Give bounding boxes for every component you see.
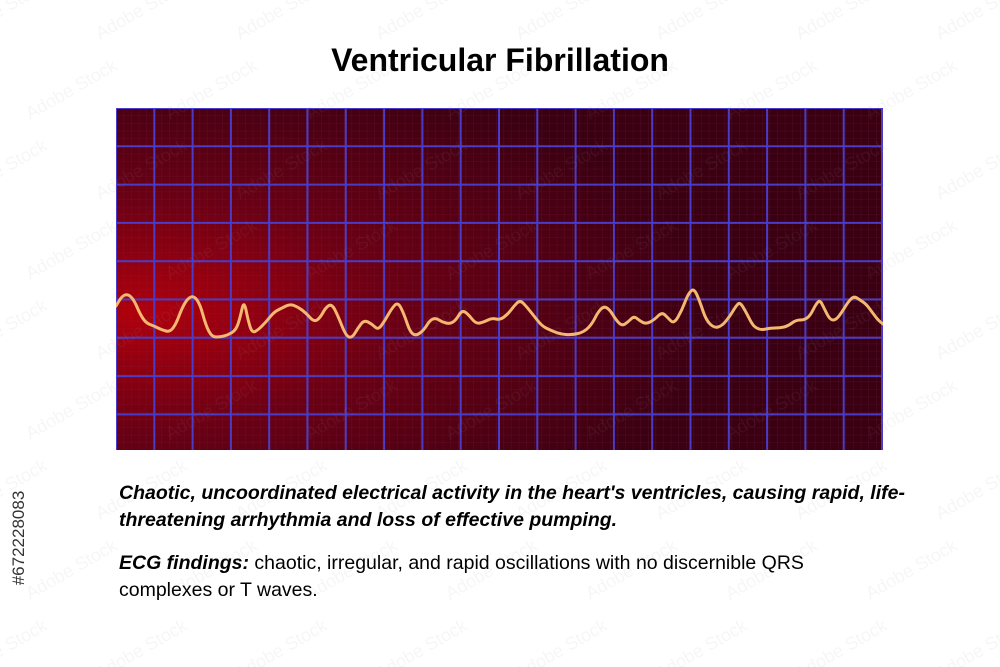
watermark-text: Adobe Stock	[232, 0, 331, 43]
ecg-findings-label: ECG findings:	[119, 552, 249, 574]
watermark-text: Adobe Stock	[512, 0, 611, 43]
watermark-text: Adobe Stock	[932, 615, 1000, 667]
ecg-trace	[116, 288, 883, 339]
watermark-text: Adobe Stock	[92, 0, 191, 43]
watermark-text: Adobe Stock	[22, 535, 121, 604]
watermark-text: Adobe Stock	[932, 295, 1000, 364]
watermark-text: Adobe Stock	[92, 615, 191, 667]
watermark-text: Adobe Stock	[932, 0, 1000, 43]
ecg-strip	[116, 108, 883, 450]
watermark-text: Adobe Stock	[22, 375, 121, 444]
ecg-findings-text: chaotic, irregular, and rapid oscillatio…	[119, 552, 804, 601]
watermark-text: Adobe Stock	[932, 455, 1000, 524]
stock-id-text: #672228083	[9, 490, 28, 585]
ecg-strip-graphic	[116, 108, 883, 450]
watermark-text: Adobe Stock	[652, 0, 751, 43]
watermark-text: Adobe Stock	[792, 615, 891, 667]
page-title: Ventricular Fibrillation	[331, 42, 669, 78]
watermark-text: Adobe Stock	[372, 0, 471, 43]
watermark-text: Adobe Stock	[0, 135, 51, 204]
watermark-text: Adobe Stock	[652, 615, 751, 667]
watermark-text: Adobe Stock	[792, 0, 891, 43]
watermark-text: Adobe Stock	[512, 615, 611, 667]
watermark-text: Adobe Stock	[0, 295, 51, 364]
watermark-text: Adobe Stock	[232, 615, 331, 667]
watermark-text: Adobe Stock	[22, 215, 121, 284]
ecg-major-grid	[116, 108, 883, 450]
ecg-findings: ECG findings: chaotic, irregular, and ra…	[119, 550, 879, 604]
watermark-text: Adobe Stock	[0, 0, 51, 43]
stock-id-label: #672228083	[6, 430, 32, 645]
watermark-text: Adobe Stock	[932, 135, 1000, 204]
summary-text: Chaotic, uncoordinated electrical activi…	[119, 482, 905, 531]
watermark-text: Adobe Stock	[372, 615, 471, 667]
